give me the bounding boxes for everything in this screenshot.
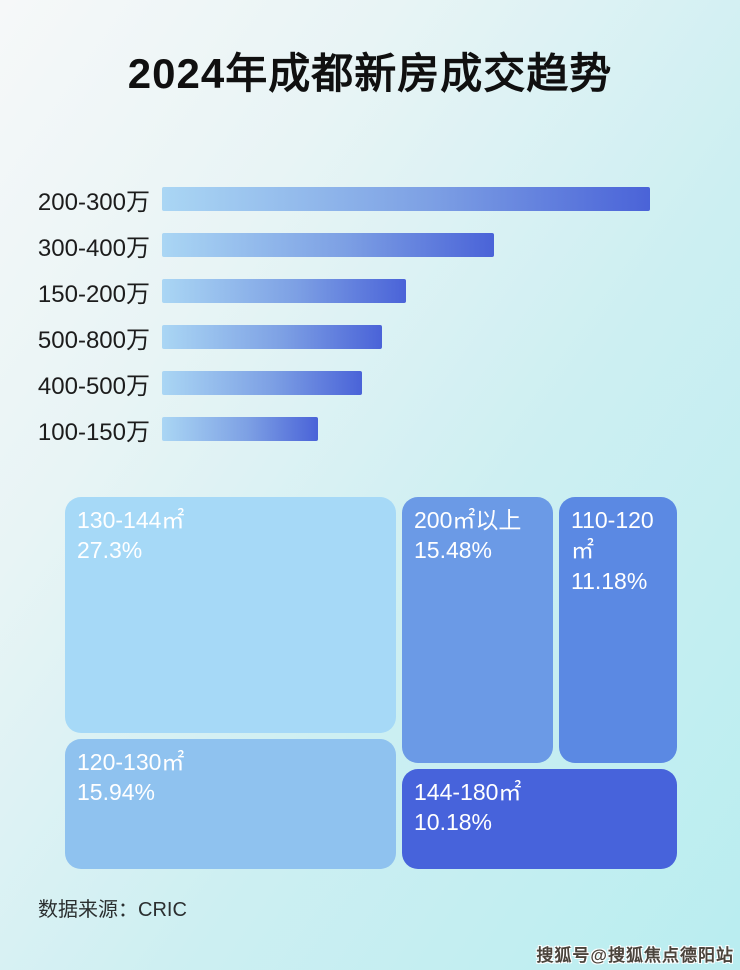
watermark-text: 搜狐号@搜狐焦点德阳站 — [536, 946, 734, 965]
tile-label: 120-130㎡ — [77, 749, 185, 775]
bar-track — [162, 187, 740, 211]
bar-label: 400-500万 — [37, 372, 150, 400]
bar-row: 150-200万 — [0, 268, 740, 314]
treemap-tile-110-120: 110-120㎡ 11.18% — [559, 497, 677, 763]
bar — [162, 417, 318, 441]
bar — [162, 279, 406, 303]
data-source-label: 数据来源：CRIC — [38, 899, 187, 921]
tile-value: 11.18% — [571, 567, 648, 594]
bar-row: 300-400万 — [0, 222, 740, 268]
tile-label: 110-120㎡ — [571, 507, 654, 564]
treemap-tile-144-180: 144-180㎡ 10.18% — [402, 769, 677, 869]
tile-label: 144-180㎡ — [414, 779, 522, 805]
bar-track — [162, 279, 740, 303]
bar-track — [162, 325, 740, 349]
bar-row: 100-150万 — [0, 406, 740, 452]
bar-label: 500-800万 — [37, 326, 150, 354]
page-title: 2024年成都新房成交趋势 — [127, 50, 613, 97]
bar-row: 500-800万 — [0, 314, 740, 360]
area-share-treemap: 130-144㎡ 27.3% 120-130㎡ 15.94% 200㎡以上 15… — [65, 497, 677, 869]
bar-label: 200-300万 — [37, 188, 150, 216]
tile-value: 15.94% — [77, 779, 156, 806]
bar-row: 400-500万 — [0, 360, 740, 406]
tile-value: 10.18% — [414, 809, 493, 836]
bar-track — [162, 417, 740, 441]
bar — [162, 371, 362, 395]
tile-value: 27.3% — [77, 537, 143, 564]
bar-label: 300-400万 — [37, 234, 150, 262]
bar — [162, 233, 494, 257]
bar-label: 100-150万 — [37, 418, 150, 446]
treemap-tile-130-144: 130-144㎡ 27.3% — [65, 497, 396, 733]
bar-track — [162, 233, 740, 257]
bar-label: 150-200万 — [37, 280, 150, 308]
bar — [162, 325, 382, 349]
bar-row: 200-300万 — [0, 176, 740, 222]
tile-label: 130-144㎡ — [77, 507, 185, 533]
tile-label: 200㎡以上 — [414, 507, 522, 533]
bar — [162, 187, 650, 211]
treemap-tile-120-130: 120-130㎡ 15.94% — [65, 739, 396, 869]
tile-value: 15.48% — [414, 537, 493, 564]
price-band-bar-chart: 200-300万 300-400万 150-200万 500-800万 400-… — [0, 176, 740, 452]
treemap-tile-200-plus: 200㎡以上 15.48% — [402, 497, 553, 763]
bar-track — [162, 371, 740, 395]
